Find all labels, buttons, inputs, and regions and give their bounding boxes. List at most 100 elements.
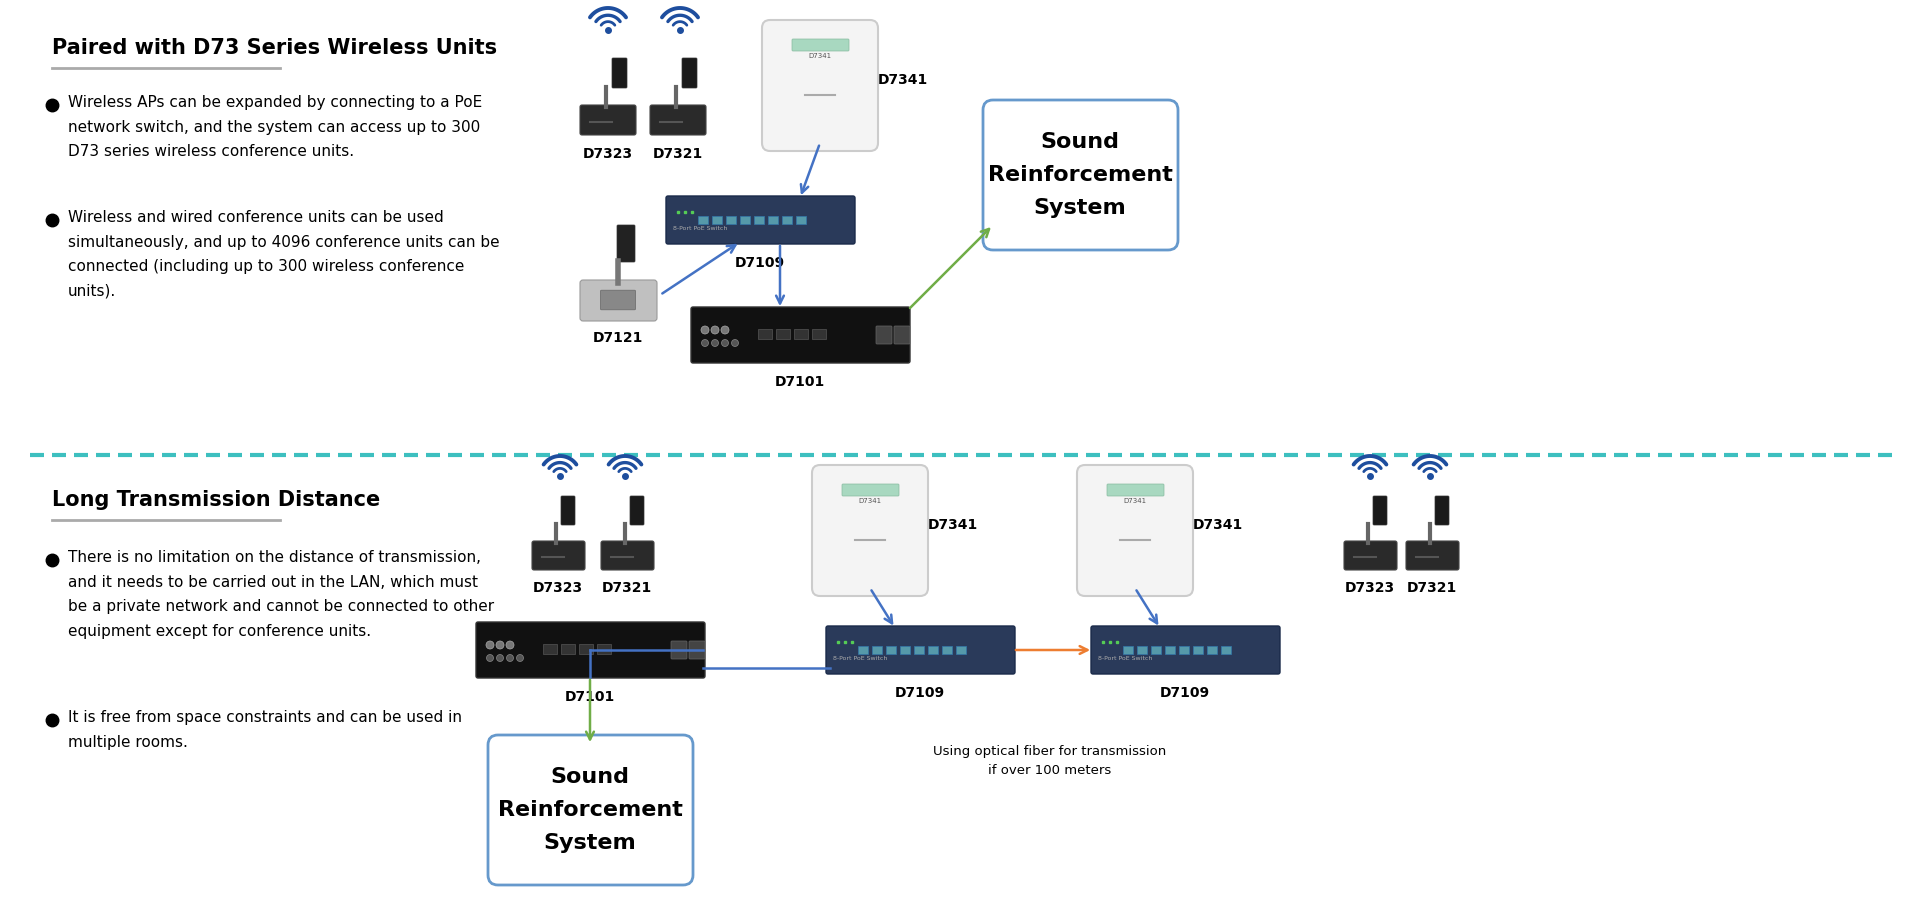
Circle shape bbox=[516, 654, 524, 662]
Text: 8-Port PoE Switch: 8-Port PoE Switch bbox=[833, 655, 887, 661]
Text: D7321: D7321 bbox=[653, 147, 703, 161]
Text: D7321: D7321 bbox=[1407, 581, 1457, 595]
FancyBboxPatch shape bbox=[1344, 541, 1398, 570]
FancyBboxPatch shape bbox=[601, 291, 636, 310]
FancyBboxPatch shape bbox=[983, 100, 1179, 250]
Circle shape bbox=[722, 339, 728, 347]
FancyBboxPatch shape bbox=[927, 646, 939, 654]
FancyBboxPatch shape bbox=[812, 465, 927, 596]
FancyBboxPatch shape bbox=[781, 216, 791, 224]
Text: D7323: D7323 bbox=[534, 581, 584, 595]
FancyBboxPatch shape bbox=[1077, 465, 1192, 596]
FancyBboxPatch shape bbox=[1434, 496, 1450, 525]
Text: Wireless and wired conference units can be used
simultaneously, and up to 4096 c: Wireless and wired conference units can … bbox=[67, 210, 499, 299]
FancyBboxPatch shape bbox=[858, 646, 868, 654]
FancyBboxPatch shape bbox=[580, 644, 593, 654]
FancyBboxPatch shape bbox=[956, 646, 966, 654]
Circle shape bbox=[507, 654, 513, 662]
Text: Long Transmission Distance: Long Transmission Distance bbox=[52, 490, 380, 510]
Circle shape bbox=[497, 654, 503, 662]
Text: D7341: D7341 bbox=[877, 73, 927, 87]
FancyBboxPatch shape bbox=[712, 216, 722, 224]
FancyBboxPatch shape bbox=[1208, 646, 1217, 654]
Circle shape bbox=[495, 641, 503, 649]
Text: It is free from space constraints and can be used in
multiple rooms.: It is free from space constraints and ca… bbox=[67, 710, 463, 749]
FancyBboxPatch shape bbox=[1405, 541, 1459, 570]
FancyBboxPatch shape bbox=[739, 216, 751, 224]
Text: D7341: D7341 bbox=[927, 518, 979, 532]
FancyBboxPatch shape bbox=[1123, 646, 1133, 654]
FancyBboxPatch shape bbox=[488, 735, 693, 885]
Text: There is no limitation on the distance of transmission,
and it needs to be carri: There is no limitation on the distance o… bbox=[67, 550, 493, 639]
FancyBboxPatch shape bbox=[876, 326, 893, 344]
Text: Sound
Reinforcement
System: Sound Reinforcement System bbox=[497, 767, 682, 853]
FancyBboxPatch shape bbox=[1137, 646, 1146, 654]
FancyBboxPatch shape bbox=[900, 646, 910, 654]
FancyBboxPatch shape bbox=[758, 329, 772, 339]
FancyBboxPatch shape bbox=[1108, 484, 1164, 496]
Text: 8-Port PoE Switch: 8-Port PoE Switch bbox=[1098, 655, 1152, 661]
FancyBboxPatch shape bbox=[1373, 496, 1386, 525]
FancyBboxPatch shape bbox=[601, 541, 655, 570]
FancyBboxPatch shape bbox=[630, 496, 643, 525]
Circle shape bbox=[710, 326, 718, 334]
FancyBboxPatch shape bbox=[755, 216, 764, 224]
Circle shape bbox=[486, 654, 493, 662]
Circle shape bbox=[507, 641, 515, 649]
FancyBboxPatch shape bbox=[914, 646, 924, 654]
Circle shape bbox=[486, 641, 493, 649]
FancyBboxPatch shape bbox=[843, 484, 899, 496]
FancyBboxPatch shape bbox=[1165, 646, 1175, 654]
FancyBboxPatch shape bbox=[561, 644, 574, 654]
Circle shape bbox=[722, 326, 730, 334]
FancyBboxPatch shape bbox=[670, 641, 687, 659]
FancyBboxPatch shape bbox=[826, 626, 1016, 674]
FancyBboxPatch shape bbox=[691, 307, 910, 363]
FancyBboxPatch shape bbox=[580, 280, 657, 321]
FancyBboxPatch shape bbox=[666, 196, 854, 244]
FancyBboxPatch shape bbox=[689, 641, 705, 659]
FancyBboxPatch shape bbox=[943, 646, 952, 654]
FancyBboxPatch shape bbox=[532, 541, 586, 570]
Text: D7341: D7341 bbox=[1192, 518, 1244, 532]
FancyBboxPatch shape bbox=[1221, 646, 1231, 654]
FancyBboxPatch shape bbox=[768, 216, 778, 224]
FancyBboxPatch shape bbox=[1192, 646, 1204, 654]
Text: Using optical fiber for transmission
if over 100 meters: Using optical fiber for transmission if … bbox=[933, 745, 1167, 777]
Circle shape bbox=[701, 326, 708, 334]
FancyBboxPatch shape bbox=[795, 329, 808, 339]
Circle shape bbox=[732, 339, 739, 347]
Text: 8-Port PoE Switch: 8-Port PoE Switch bbox=[674, 225, 728, 231]
FancyBboxPatch shape bbox=[885, 646, 897, 654]
FancyBboxPatch shape bbox=[762, 20, 877, 151]
FancyBboxPatch shape bbox=[895, 326, 910, 344]
FancyBboxPatch shape bbox=[812, 329, 826, 339]
Text: Wireless APs can be expanded by connecting to a PoE
network switch, and the syst: Wireless APs can be expanded by connecti… bbox=[67, 95, 482, 159]
FancyBboxPatch shape bbox=[651, 105, 707, 135]
Text: D7321: D7321 bbox=[601, 581, 653, 595]
Text: D7323: D7323 bbox=[1344, 581, 1396, 595]
FancyBboxPatch shape bbox=[699, 216, 708, 224]
FancyBboxPatch shape bbox=[797, 216, 806, 224]
FancyBboxPatch shape bbox=[580, 105, 636, 135]
FancyBboxPatch shape bbox=[476, 622, 705, 678]
Text: D7101: D7101 bbox=[776, 375, 826, 389]
Text: D7109: D7109 bbox=[1160, 686, 1210, 700]
Text: D7323: D7323 bbox=[584, 147, 634, 161]
FancyBboxPatch shape bbox=[543, 644, 557, 654]
Text: D7341: D7341 bbox=[1123, 498, 1146, 504]
FancyBboxPatch shape bbox=[1179, 646, 1188, 654]
FancyBboxPatch shape bbox=[1150, 646, 1162, 654]
Text: D7121: D7121 bbox=[593, 331, 643, 345]
Circle shape bbox=[712, 339, 718, 347]
Text: D7109: D7109 bbox=[895, 686, 945, 700]
Text: D7109: D7109 bbox=[735, 256, 785, 270]
Text: D7341: D7341 bbox=[858, 498, 881, 504]
FancyBboxPatch shape bbox=[872, 646, 881, 654]
FancyBboxPatch shape bbox=[597, 644, 611, 654]
FancyBboxPatch shape bbox=[791, 39, 849, 51]
FancyBboxPatch shape bbox=[561, 496, 574, 525]
FancyBboxPatch shape bbox=[776, 329, 789, 339]
Text: D7341: D7341 bbox=[808, 53, 831, 59]
FancyBboxPatch shape bbox=[616, 225, 636, 262]
